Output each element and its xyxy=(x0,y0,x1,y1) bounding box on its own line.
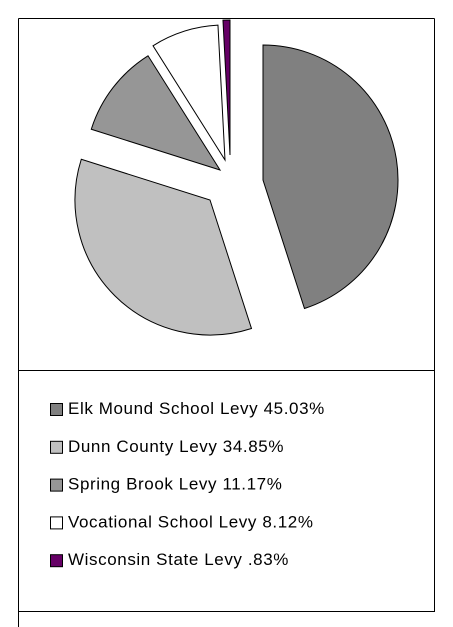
legend-value: .83% xyxy=(248,551,289,570)
legend-swatch xyxy=(50,403,63,416)
pie-slice xyxy=(74,158,253,336)
pie xyxy=(74,19,399,336)
legend-label: Wisconsin State Levy .83% xyxy=(68,551,289,570)
legend-category: Wisconsin State Levy xyxy=(68,551,243,570)
legend-swatch xyxy=(50,478,63,492)
legend-label: Vocational School Levy 8.12% xyxy=(68,513,314,532)
legend-value: 8.12% xyxy=(262,513,313,532)
legend-swatch xyxy=(50,516,63,530)
legend-label: Spring Brook Levy 11.17% xyxy=(68,475,282,494)
legend: Elk Mound School Levy 45.03% Dunn County … xyxy=(50,399,325,570)
legend-category: Spring Brook Levy xyxy=(68,475,217,494)
legend-label: Dunn County Levy 34.85% xyxy=(68,437,284,456)
legend-value: 45.03% xyxy=(264,399,325,418)
legend-category: Dunn County Levy xyxy=(68,437,217,456)
pie-slice xyxy=(262,44,399,310)
legend-swatch xyxy=(50,440,63,454)
legend-category: Vocational School Levy xyxy=(68,513,257,532)
legend-box xyxy=(18,370,435,612)
pie-slice xyxy=(90,55,222,171)
legend-swatch xyxy=(50,554,63,568)
legend-label: Elk Mound School Levy 45.03% xyxy=(68,399,325,418)
legend-value: 11.17% xyxy=(222,475,282,494)
legend-value: 34.85% xyxy=(223,437,284,456)
pie-slice xyxy=(152,24,226,162)
legend-category: Elk Mound School Levy xyxy=(68,399,258,418)
pie-slice xyxy=(222,19,231,156)
